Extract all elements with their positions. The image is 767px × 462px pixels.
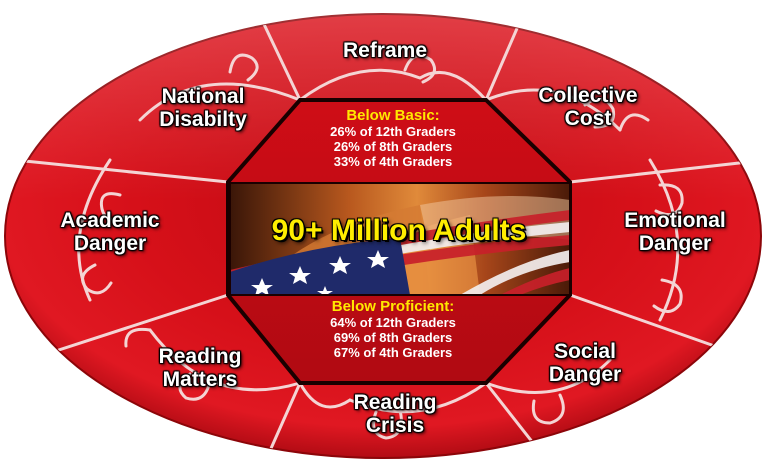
segment-line: National: [161, 85, 245, 108]
segment-national-disability: National Disabilty: [133, 85, 273, 131]
segment-reading-matters: Reading Matters: [140, 345, 260, 391]
segment-line: Academic: [60, 209, 160, 232]
segment-line: Reframe: [342, 39, 428, 62]
segment-line: Emotional: [624, 209, 726, 232]
below-basic-line: 26% of 12th Graders: [330, 124, 456, 139]
segment-line: Matters: [162, 368, 238, 391]
below-proficient-line: 64% of 12th Graders: [330, 315, 456, 330]
segment-collective-cost: Collective Cost: [518, 84, 658, 130]
segment-line: Reading: [158, 345, 242, 368]
below-proficient-title: Below Proficient:: [331, 298, 455, 315]
segment-line: Disabilty: [159, 108, 247, 131]
segment-line: Danger: [548, 363, 622, 386]
below-basic-title: Below Basic:: [346, 107, 440, 124]
segment-line: Danger: [638, 232, 712, 255]
below-basic-stats: Below Basic: 26% of 12th Graders 26% of …: [300, 107, 486, 169]
banner-frame: [229, 182, 571, 296]
segment-academic-danger: Academic Danger: [40, 209, 180, 255]
segment-emotional-danger: Emotional Danger: [605, 209, 745, 255]
segment-line: Crisis: [365, 414, 425, 437]
segment-reframe: Reframe: [330, 39, 440, 62]
book-flag-banner: [230, 183, 570, 295]
below-proficient-line: 69% of 8th Graders: [333, 330, 453, 345]
segment-line: Collective: [538, 84, 638, 107]
segment-line: Reading: [353, 391, 437, 414]
puzzle-seams: [13, 14, 750, 458]
segment-social-danger: Social Danger: [525, 340, 645, 386]
headline: 90+ Million Adults: [271, 214, 527, 247]
below-proficient-stats: Below Proficient: 64% of 12th Graders 69…: [300, 298, 486, 360]
segment-line: Cost: [564, 107, 612, 130]
segment-reading-crisis: Reading Crisis: [335, 391, 455, 437]
below-basic-line: 26% of 8th Graders: [333, 139, 453, 154]
below-proficient-line: 67% of 4th Graders: [333, 345, 453, 360]
segment-line: Danger: [73, 232, 147, 255]
below-basic-line: 33% of 4th Graders: [333, 154, 453, 169]
segment-line: Social: [554, 340, 616, 363]
